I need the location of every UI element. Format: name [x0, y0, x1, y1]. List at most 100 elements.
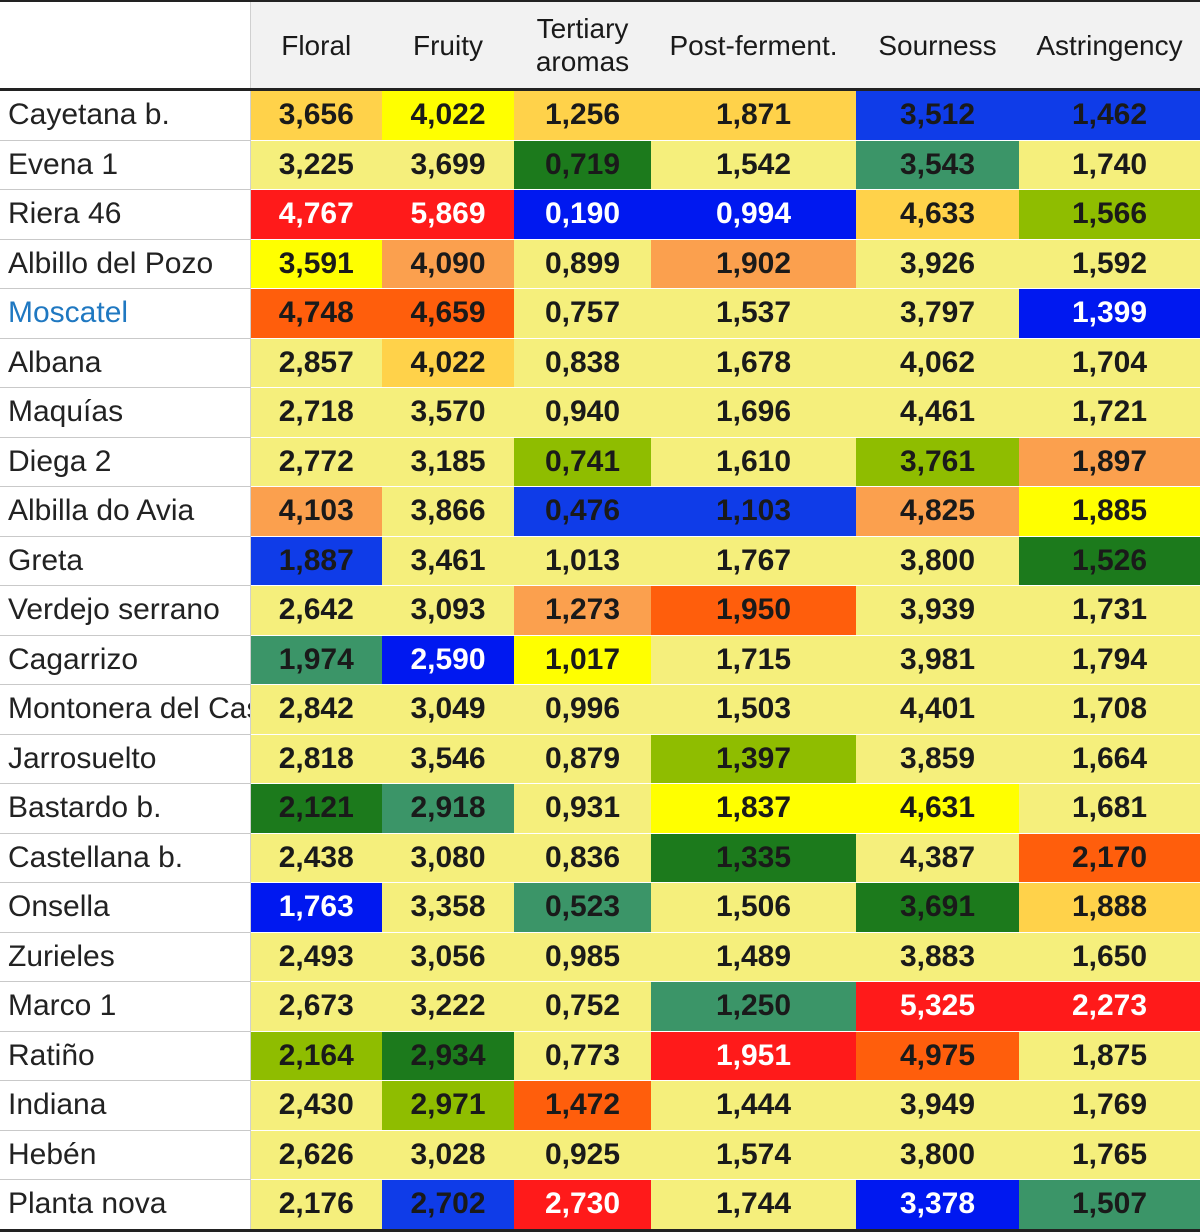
cell-tertiary-aromas: 0,931 — [514, 783, 651, 834]
cell-fruity: 3,056 — [382, 932, 514, 982]
cell-astringency: 1,704 — [1019, 338, 1200, 388]
cell-astringency: 1,526 — [1019, 536, 1200, 586]
table-header: Floral Fruity Tertiary aromas Post-ferme… — [0, 0, 1200, 90]
cell-astringency: 1,664 — [1019, 734, 1200, 784]
cell-fruity: 3,866 — [382, 486, 514, 537]
variety-name: Greta — [0, 536, 251, 586]
cell-astringency: 1,740 — [1019, 140, 1200, 190]
cell-sourness: 4,401 — [856, 684, 1019, 735]
cell-tertiary-aromas: 0,773 — [514, 1031, 651, 1081]
cell-floral: 4,103 — [250, 486, 382, 537]
cell-tertiary-aromas: 0,996 — [514, 684, 651, 735]
variety-name: Cayetana b. — [0, 89, 251, 141]
variety-name: Zurieles — [0, 932, 251, 982]
table-row: Ratiño 2,164 2,934 0,773 1,951 4,975 1,875 — [0, 1031, 1200, 1081]
cell-tertiary-aromas: 0,523 — [514, 882, 651, 933]
variety-name: Albilla do Avia — [0, 486, 251, 537]
header-fruity: Fruity — [382, 0, 514, 90]
header-astringency: Astringency — [1019, 0, 1200, 90]
variety-name: Hebén — [0, 1130, 251, 1180]
cell-fruity: 3,080 — [382, 833, 514, 883]
header-floral: Floral — [250, 0, 382, 90]
cell-tertiary-aromas: 0,985 — [514, 932, 651, 982]
cell-sourness: 4,633 — [856, 189, 1019, 240]
cell-sourness: 3,512 — [856, 89, 1019, 141]
cell-astringency: 1,897 — [1019, 437, 1200, 487]
cell-floral: 1,974 — [250, 635, 382, 685]
cell-fruity: 4,022 — [382, 338, 514, 388]
cell-tertiary-aromas: 1,256 — [514, 89, 651, 141]
cell-floral: 2,857 — [250, 338, 382, 388]
variety-name: Cagarrizo — [0, 635, 251, 685]
table-row: Zurieles 2,493 3,056 0,985 1,489 3,883 1,650 — [0, 932, 1200, 982]
cell-floral: 2,772 — [250, 437, 382, 487]
cell-astringency: 1,731 — [1019, 585, 1200, 636]
table-row: Albilla do Avia 4,103 3,866 0,476 1,103 4,825… — [0, 486, 1200, 537]
cell-fruity: 3,028 — [382, 1130, 514, 1180]
cell-post-ferment: 1,444 — [651, 1080, 856, 1131]
cell-astringency: 1,681 — [1019, 783, 1200, 834]
cell-tertiary-aromas: 2,730 — [514, 1179, 651, 1232]
cell-floral: 4,767 — [250, 189, 382, 240]
cell-sourness: 4,975 — [856, 1031, 1019, 1081]
cell-tertiary-aromas: 1,273 — [514, 585, 651, 636]
cell-floral: 1,887 — [250, 536, 382, 586]
cell-post-ferment: 1,397 — [651, 734, 856, 784]
table-row: Montonera del Casar2,8423,0490,9961,5034… — [0, 684, 1200, 735]
variety-name: Jarrosuelto — [0, 734, 251, 784]
variety-name: Indiana — [0, 1080, 251, 1131]
cell-tertiary-aromas: 0,476 — [514, 486, 651, 537]
cell-tertiary-aromas: 0,925 — [514, 1130, 651, 1180]
cell-tertiary-aromas: 1,017 — [514, 635, 651, 685]
cell-post-ferment: 1,696 — [651, 387, 856, 438]
variety-name: Bastardo b. — [0, 783, 251, 834]
cell-post-ferment: 1,250 — [651, 981, 856, 1032]
cell-sourness: 3,543 — [856, 140, 1019, 190]
cell-astringency: 1,650 — [1019, 932, 1200, 982]
table-row: Castellana b. 2,438 3,080 0,836 1,335 4,387 2,… — [0, 833, 1200, 883]
header-row: Floral Fruity Tertiary aromas Post-ferme… — [0, 0, 1200, 90]
cell-sourness: 4,387 — [856, 833, 1019, 883]
cell-astringency: 1,708 — [1019, 684, 1200, 735]
cell-fruity: 2,934 — [382, 1031, 514, 1081]
cell-post-ferment: 1,503 — [651, 684, 856, 735]
table-row: Planta nova 2,176 2,702 2,730 1,744 3,378 1,50… — [0, 1179, 1200, 1232]
cell-floral: 2,718 — [250, 387, 382, 438]
cell-tertiary-aromas: 0,940 — [514, 387, 651, 438]
cell-floral: 2,493 — [250, 932, 382, 982]
cell-floral: 3,656 — [250, 89, 382, 141]
cell-astringency: 1,592 — [1019, 239, 1200, 289]
table-row: Marco 1 2,673 3,222 0,752 1,250 5,325 2,273 — [0, 981, 1200, 1032]
cell-post-ferment: 1,837 — [651, 783, 856, 834]
cell-post-ferment: 1,506 — [651, 882, 856, 933]
table-row: Hebén 2,626 3,028 0,925 1,574 3,800 1,765 — [0, 1130, 1200, 1180]
cell-astringency: 1,885 — [1019, 486, 1200, 537]
cell-tertiary-aromas: 1,013 — [514, 536, 651, 586]
cell-post-ferment: 1,610 — [651, 437, 856, 487]
variety-name: Castellana b. — [0, 833, 251, 883]
cell-fruity: 3,185 — [382, 437, 514, 487]
cell-floral: 1,763 — [250, 882, 382, 933]
cell-sourness: 3,939 — [856, 585, 1019, 636]
header-corner — [0, 0, 251, 90]
cell-fruity: 3,049 — [382, 684, 514, 735]
cell-fruity: 3,222 — [382, 981, 514, 1032]
cell-tertiary-aromas: 1,472 — [514, 1080, 651, 1131]
variety-name: Ratiño — [0, 1031, 251, 1081]
cell-fruity: 2,702 — [382, 1179, 514, 1232]
cell-floral: 4,748 — [250, 288, 382, 339]
cell-astringency: 1,399 — [1019, 288, 1200, 339]
variety-name: Maquías — [0, 387, 251, 438]
cell-fruity: 3,546 — [382, 734, 514, 784]
variety-name-link[interactable]: Moscatel — [0, 288, 251, 339]
cell-tertiary-aromas: 0,838 — [514, 338, 651, 388]
table-row: Cayetana b. 3,656 4,022 1,256 1,871 3,512 1,46… — [0, 89, 1200, 141]
cell-floral: 2,438 — [250, 833, 382, 883]
cell-astringency: 1,566 — [1019, 189, 1200, 240]
cell-astringency: 1,462 — [1019, 89, 1200, 141]
variety-name: Albana — [0, 338, 251, 388]
cell-post-ferment: 1,103 — [651, 486, 856, 537]
table-body: Cayetana b. 3,656 4,022 1,256 1,871 3,512 1,46… — [0, 89, 1200, 1232]
table-row: Moscatel 4,748 4,659 0,757 1,537 3,797 1,399 — [0, 288, 1200, 339]
table-row: Evena 1 3,225 3,699 0,719 1,542 3,543 1,740 — [0, 140, 1200, 190]
